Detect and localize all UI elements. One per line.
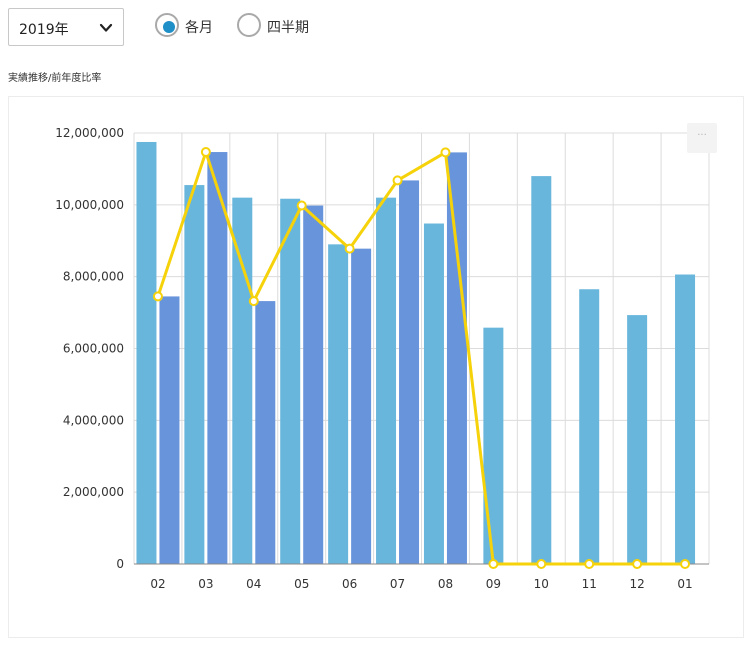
radio-monthly[interactable]: 各月 [155, 13, 225, 41]
x-tick-label: 02 [150, 577, 165, 591]
section-label: 実績推移/前年度比率 [8, 73, 102, 84]
bar [399, 180, 420, 564]
year-select-value: 2019年 [19, 22, 69, 38]
bar [627, 315, 648, 564]
radio-dot [163, 21, 175, 33]
y-tick-label: 12,000,000 [55, 126, 124, 140]
year-select[interactable]: 2019年 [8, 8, 124, 46]
bar [136, 141, 157, 564]
line-point [248, 296, 259, 307]
bar [255, 301, 276, 564]
bar [675, 274, 696, 564]
radio-checked-icon [155, 13, 179, 37]
bar [232, 197, 253, 564]
line-point [680, 559, 691, 569]
radio-quarterly[interactable]: 四半期 [237, 13, 317, 41]
line-point [584, 559, 595, 569]
line-point [632, 559, 643, 569]
chevron-down-icon [99, 23, 113, 32]
x-tick-label: 04 [246, 577, 261, 591]
chart-panel: 0 2,000,000 4,000,000 6,000,000 8,000,000 10,… [8, 96, 744, 638]
y-tick-label: 10,000,000 [55, 198, 124, 212]
x-tick-label: 03 [198, 577, 213, 591]
bar [303, 205, 324, 564]
line-point [392, 175, 403, 186]
line-point [152, 291, 163, 302]
line-point [296, 200, 307, 211]
bar [423, 223, 444, 564]
x-tick-label: 10 [534, 577, 549, 591]
bar [280, 198, 301, 564]
x-tick-label: 11 [582, 577, 597, 591]
radio-unchecked-icon [237, 13, 261, 37]
y-tick-label: 2,000,000 [63, 485, 124, 499]
x-tick-label: 07 [390, 577, 405, 591]
bar [579, 289, 600, 564]
y-tick-label: 8,000,000 [63, 270, 124, 284]
line-series [156, 150, 686, 566]
x-tick-label: 12 [629, 577, 644, 591]
radio-monthly-label: 各月 [185, 20, 213, 36]
y-tick-label: 6,000,000 [63, 342, 124, 356]
x-tick-label: 05 [294, 577, 309, 591]
x-tick-label: 06 [342, 577, 357, 591]
line-point [536, 559, 547, 569]
line-point [440, 147, 451, 158]
x-tick-label: 01 [677, 577, 692, 591]
bar [446, 152, 467, 564]
bar [531, 176, 552, 564]
bar [376, 197, 397, 564]
x-tick-label: 08 [438, 577, 453, 591]
chart-menu-button[interactable]: ··· [687, 123, 717, 153]
line-point [344, 243, 355, 254]
y-tick-label: 4,000,000 [63, 413, 124, 427]
bar [207, 152, 228, 564]
y-tick-label: 0 [116, 557, 124, 571]
more-icon: ··· [697, 130, 707, 141]
bar [184, 185, 205, 564]
bar [483, 327, 504, 564]
line-point [488, 559, 499, 569]
line-point [200, 147, 211, 158]
x-tick-label: 09 [486, 577, 501, 591]
bar [328, 244, 349, 564]
radio-quarterly-label: 四半期 [267, 20, 309, 36]
bar [159, 296, 180, 564]
chart-svg: 0 2,000,000 4,000,000 6,000,000 8,000,000 10,… [55, 126, 710, 591]
bar [351, 248, 372, 564]
